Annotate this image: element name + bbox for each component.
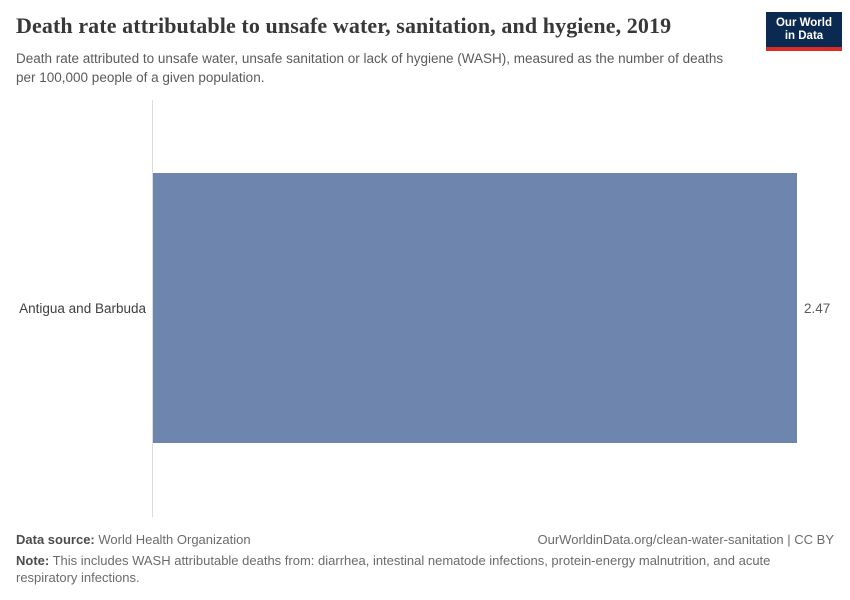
- footer: Data source: World Health Organization O…: [16, 532, 834, 548]
- bar[interactable]: [153, 173, 797, 443]
- bar-category-label: Antigua and Barbuda: [19, 301, 146, 316]
- note-text: This includes WASH attributable deaths f…: [16, 553, 771, 585]
- chart-subtitle: Death rate attributed to unsafe water, u…: [16, 51, 724, 85]
- chart-title: Death rate attributable to unsafe water,…: [16, 13, 672, 38]
- owid-logo-text-line2: in Data: [784, 30, 824, 42]
- data-source-value: World Health Organization: [98, 532, 251, 547]
- bar-value-label: 2.47: [804, 301, 831, 316]
- data-source-line: Data source: World Health Organization: [16, 532, 251, 548]
- owid-logo: Our World in Data: [766, 12, 842, 51]
- attribution-link[interactable]: OurWorldinData.org/clean-water-sanitatio…: [537, 532, 834, 547]
- note: Note: This includes WASH attributable de…: [16, 553, 806, 586]
- owid-logo-text-line1: Our World: [775, 17, 832, 29]
- note-label: Note:: [16, 553, 50, 568]
- data-source-label: Data source:: [16, 532, 95, 547]
- y-axis-line: [152, 100, 153, 517]
